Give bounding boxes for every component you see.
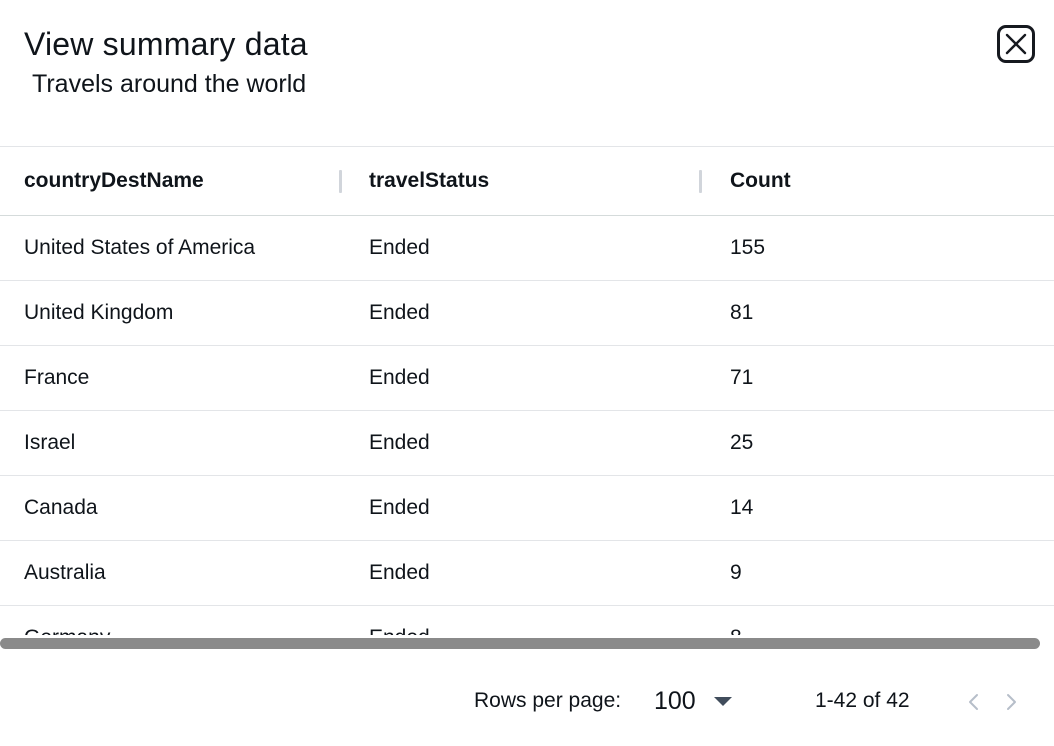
table-cell: Ended [369,626,430,635]
table-cell: United Kingdom [24,301,174,324]
table-row: United Kingdom Ended 81 [0,281,1054,346]
table-cell: Canada [24,496,98,519]
table-body: United States of America Ended 155 United K… [0,216,1054,635]
close-icon [1005,33,1027,55]
summary-table: countryDestName travelStatus Count Unite… [0,146,1054,635]
dialog-title: View summary data [24,26,308,62]
page-range: 1-42 of 42 [815,689,910,712]
table-cell: France [24,366,90,389]
table-cell: 155 [730,236,766,259]
table-row: Israel Ended 25 [0,411,1054,476]
table-cell: Ended [369,431,430,454]
caret-down-icon [713,696,732,706]
dialog-subtitle: Travels around the world [32,70,307,98]
previous-page-button[interactable] [962,690,986,714]
table-cell: 9 [730,561,742,584]
table-header: countryDestName travelStatus Count [0,147,1054,216]
table-cell: 8 [730,626,742,635]
table-cell: Ended [369,301,430,324]
table-cell: Ended [369,366,430,389]
scrollbar-thumb[interactable] [0,638,1040,649]
table-cell: United States of America [24,236,256,259]
table-row: France Ended 71 [0,346,1054,411]
chevron-right-icon [1007,694,1016,710]
column-resizer[interactable] [699,170,702,193]
table-cell: 71 [730,366,754,389]
rows-per-page-label: Rows per page: [474,689,622,712]
table-cell: Israel [24,431,76,454]
table-row: Canada Ended 14 [0,476,1054,541]
chevron-left-icon [969,694,978,710]
table-cell: 81 [730,301,754,324]
column-header[interactable]: countryDestName [24,169,204,192]
close-button[interactable] [997,25,1035,63]
table-row: Germany Ended 8 [0,606,1054,635]
table-cell: 14 [730,496,754,519]
table-cell: Ended [369,561,430,584]
table-cell: 25 [730,431,754,454]
table-row: United States of America Ended 155 [0,216,1054,281]
table-cell: Germany [24,626,110,635]
column-resizer[interactable] [339,170,342,193]
rows-per-page-select[interactable]: 100 [654,685,732,717]
rows-per-page-value: 100 [654,686,696,715]
table-cell: Ended [369,496,430,519]
next-page-button[interactable] [999,690,1023,714]
column-header[interactable]: Count [730,169,791,192]
table-cell: Ended [369,236,430,259]
column-header[interactable]: travelStatus [369,169,490,192]
horizontal-scrollbar[interactable] [0,636,1042,650]
table-cell: Australia [24,561,106,584]
table-row: Australia Ended 9 [0,541,1054,606]
